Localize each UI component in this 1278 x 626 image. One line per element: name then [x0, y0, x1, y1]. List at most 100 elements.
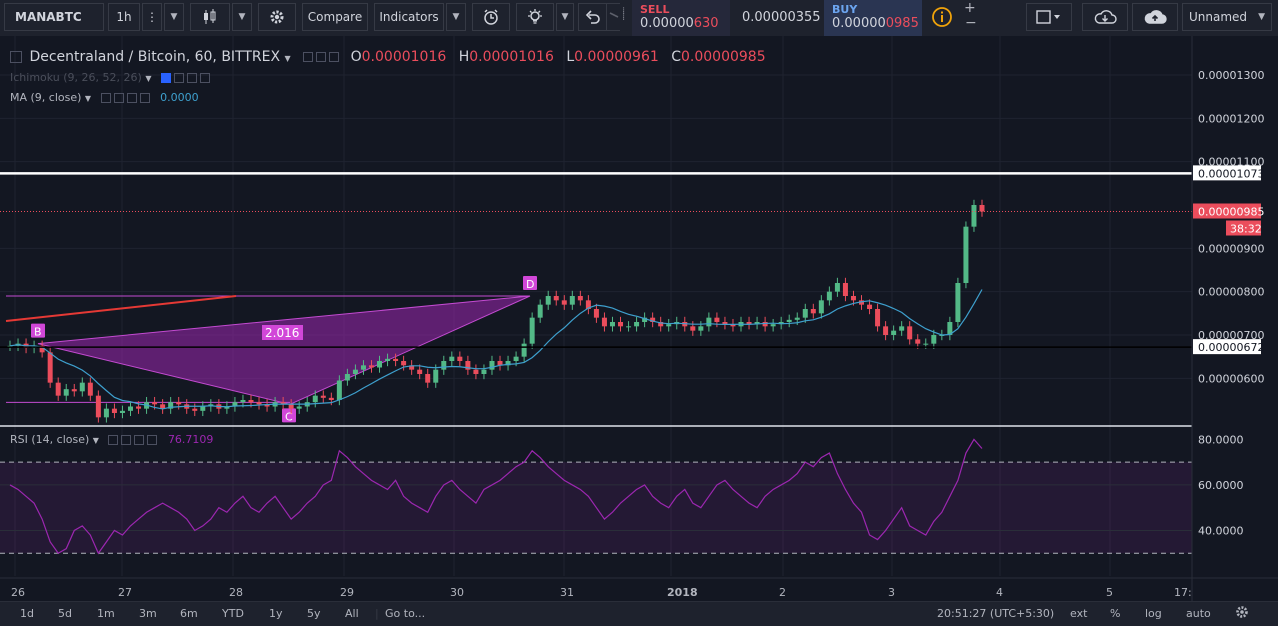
- percent-toggle[interactable]: %: [1110, 607, 1121, 620]
- ext-toggle[interactable]: ext: [1070, 607, 1088, 620]
- load-chart-button[interactable]: [1082, 3, 1128, 31]
- settings-gear-icon[interactable]: [316, 52, 327, 62]
- candle-body: [834, 283, 840, 292]
- auto-toggle[interactable]: auto: [1186, 607, 1211, 620]
- redo-icon: [608, 9, 620, 25]
- chevron-down-icon[interactable]: ▼: [284, 54, 291, 63]
- settings-button[interactable]: [258, 3, 296, 31]
- range-3m[interactable]: 3m: [139, 607, 157, 620]
- ma-legend[interactable]: MA (9, close) ▼ 0.0000: [10, 91, 199, 104]
- fullscreen-icon: [1036, 9, 1062, 25]
- eye-icon[interactable]: [160, 73, 171, 83]
- candle-body: [810, 309, 816, 314]
- pattern-ratio-bg: [262, 325, 303, 340]
- range-1d[interactable]: 1d: [20, 607, 34, 620]
- chart-style-dropdown[interactable]: ▼: [232, 3, 252, 31]
- price-tick-label: 0.00000700: [1198, 329, 1264, 342]
- pattern-point-c: C: [285, 410, 293, 423]
- pattern-point-d-bg: [523, 276, 537, 290]
- ichimoku-legend[interactable]: Ichimoku (9, 26, 52, 26) ▼: [10, 71, 213, 84]
- candle-body: [730, 324, 736, 327]
- candle-body: [963, 226, 969, 283]
- chevron-down-icon[interactable]: ▼: [92, 436, 99, 445]
- candle-body: [152, 402, 158, 405]
- range-1y[interactable]: 1y: [269, 607, 283, 620]
- eye-icon[interactable]: [108, 435, 119, 445]
- close-icon[interactable]: [139, 93, 150, 103]
- plus-icon[interactable]: [126, 93, 137, 103]
- indicators-button[interactable]: Indicators: [374, 3, 444, 31]
- more-icon[interactable]: [329, 52, 340, 62]
- more-intervals-button[interactable]: ⋮: [142, 3, 162, 31]
- chevron-down-icon[interactable]: ▼: [145, 74, 152, 83]
- chart-style-button[interactable]: [190, 3, 230, 31]
- spread-value: 0.00000355: [742, 10, 821, 25]
- symbol-search-input[interactable]: MANABTC: [4, 3, 104, 31]
- minus-icon[interactable]: −: [965, 15, 977, 31]
- range-all[interactable]: All: [345, 607, 359, 620]
- candle-body: [778, 322, 784, 325]
- settings-gear-icon[interactable]: [1234, 604, 1250, 623]
- candle-body: [609, 322, 615, 327]
- candle-body: [95, 395, 101, 418]
- chart-background: [0, 36, 1278, 601]
- candle-body: [826, 291, 832, 301]
- log-toggle[interactable]: log: [1145, 607, 1162, 620]
- settings-gear-icon[interactable]: [173, 73, 184, 83]
- candle-body: [794, 317, 800, 320]
- plus-icon[interactable]: [186, 73, 197, 83]
- info-button[interactable]: [930, 0, 954, 36]
- plus-icon[interactable]: +: [964, 0, 976, 16]
- range-5d[interactable]: 5d: [58, 607, 72, 620]
- low-value: 0.00000961: [574, 49, 659, 65]
- candle-body: [224, 406, 230, 409]
- last-price-label-bg: [1193, 203, 1261, 219]
- goto-date-button[interactable]: Go to...: [385, 607, 426, 620]
- compare-button[interactable]: Compare: [302, 3, 368, 31]
- candle-body: [127, 406, 133, 411]
- candle-body: [505, 361, 511, 366]
- eye-icon[interactable]: [100, 93, 111, 103]
- settings-gear-icon[interactable]: [113, 93, 124, 103]
- close-icon[interactable]: [147, 435, 158, 445]
- range-5y[interactable]: 5y: [307, 607, 321, 620]
- clock-display[interactable]: 20:51:27 (UTC+5:30): [937, 607, 1055, 620]
- redo-button[interactable]: [606, 3, 620, 31]
- eye-icon[interactable]: [303, 52, 314, 62]
- collapse-icon[interactable]: [10, 51, 22, 63]
- close-icon[interactable]: [199, 73, 210, 83]
- candle-body: [47, 352, 53, 383]
- candle-body: [385, 358, 391, 361]
- candle-body: [360, 365, 366, 370]
- chart-area[interactable]: B C D 2.016 26 27 28 29 30 31 2018 2 3 4 5 17: 0.000013…: [0, 36, 1278, 601]
- fullscreen-button[interactable]: [1026, 3, 1072, 31]
- indicators-dropdown[interactable]: ▼: [446, 3, 466, 31]
- candle-body: [601, 317, 607, 327]
- zoom-controls: + −: [960, 0, 978, 36]
- range-1m[interactable]: 1m: [97, 607, 115, 620]
- plus-icon[interactable]: [134, 435, 145, 445]
- buy-button[interactable]: BUY 0.000000985: [824, 0, 922, 36]
- interval-dropdown-button[interactable]: ▼: [164, 3, 184, 31]
- undo-icon: [585, 9, 601, 25]
- range-6m[interactable]: 6m: [180, 607, 198, 620]
- range-ytd[interactable]: YTD: [222, 607, 244, 620]
- interval-button[interactable]: 1h: [108, 3, 140, 31]
- bulb-dropdown[interactable]: ▼: [556, 3, 574, 31]
- bulb-button[interactable]: [516, 3, 554, 31]
- candle-body: [561, 300, 567, 305]
- sell-button[interactable]: SELL 0.00000630: [632, 0, 730, 36]
- chevron-down-icon: ▼: [238, 12, 246, 22]
- ichimoku-label: Ichimoku (9, 26, 52, 26): [10, 71, 142, 84]
- pattern-point-b-bg: [31, 323, 45, 338]
- candle-body: [802, 309, 808, 318]
- layout-name-button[interactable]: Unnamed ▼: [1182, 3, 1272, 31]
- alert-button[interactable]: [472, 3, 510, 31]
- trade-handle[interactable]: ⁞ ⁞: [620, 0, 632, 36]
- save-chart-button[interactable]: [1132, 3, 1178, 31]
- bottom-toolbar: 1d 5d 1m 3m 6m YTD 1y 5y All | Go to... …: [0, 601, 1278, 626]
- undo-button[interactable]: [578, 3, 608, 31]
- rsi-legend[interactable]: RSI (14, close) ▼ 76.7109: [10, 433, 213, 446]
- settings-gear-icon[interactable]: [121, 435, 132, 445]
- chevron-down-icon[interactable]: ▼: [84, 94, 92, 103]
